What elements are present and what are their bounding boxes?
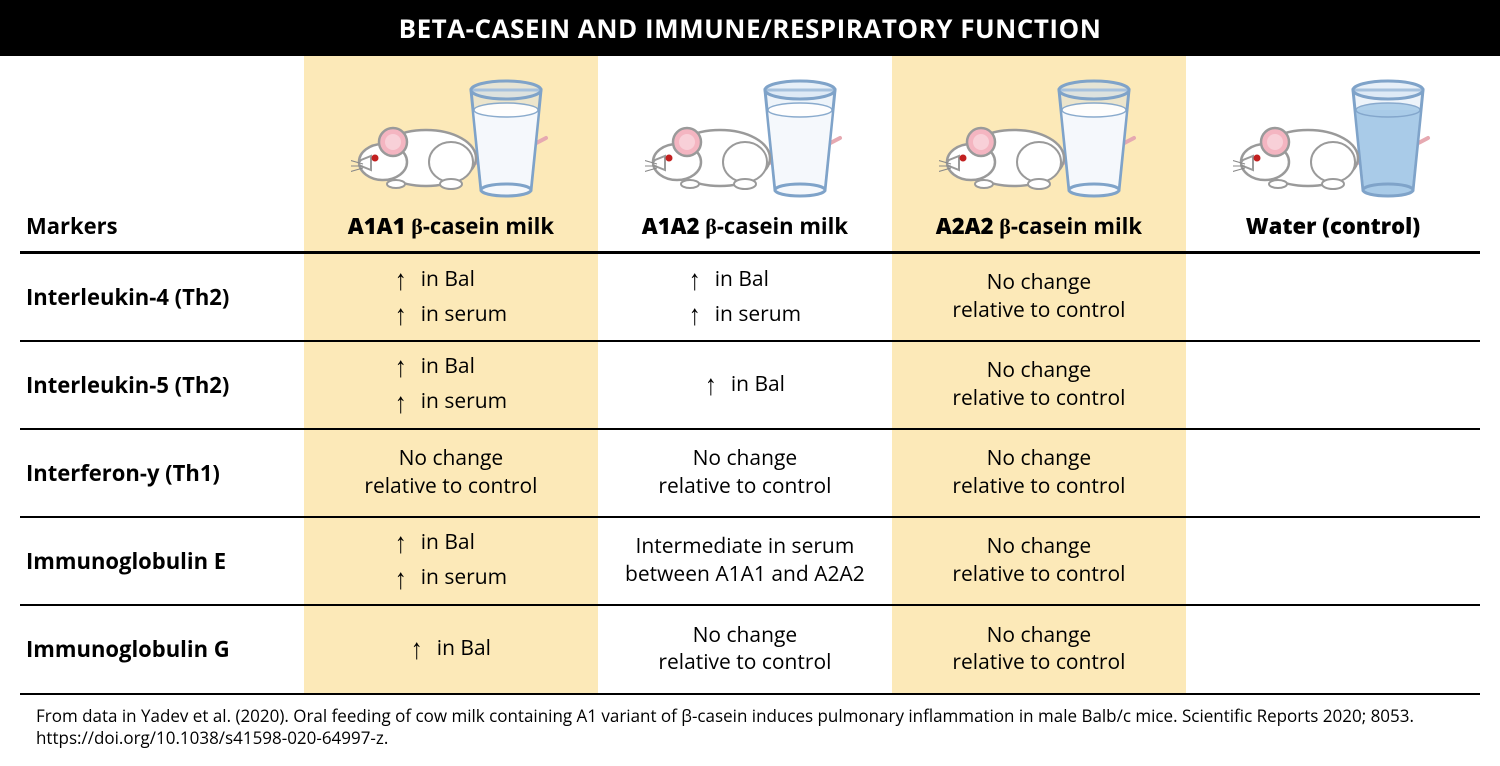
arrow-label: in serum [715,301,801,328]
group-image-a1a1 [304,56,598,211]
comparison-table: Markers A1A1 β-casein milk A1A2 β-casein… [20,56,1480,693]
cell-text-line: relative to control [892,561,1186,588]
group-header-a1a2: A1A2 β-casein milk [598,211,892,253]
data-cell [1186,253,1480,341]
data-cell: No changerelative to control [892,341,1186,429]
data-cell [1186,429,1480,517]
up-arrow-icon: ↑ [395,524,407,561]
up-arrow-icon: ↑ [395,383,407,420]
arrow-label: in Bal [421,353,475,380]
arrow-label: in serum [421,301,507,328]
group-image-a2a2 [892,56,1186,211]
up-arrow-icon: ↑ [705,366,717,403]
cell-text-line: No change [598,445,892,472]
up-arrow-icon: ↑ [395,348,407,385]
mouse-glass-icon [645,70,845,200]
table-row: Immunoglobulin G ↑ in Bal No changerelative… [20,605,1480,693]
cell-text-line: relative to control [598,649,892,676]
group-header-water: Water (control) [1186,211,1480,253]
data-cell: No changerelative to control [892,605,1186,693]
cell-text-line: No change [598,622,892,649]
data-cell: No changerelative to control [892,517,1186,605]
citation-text: From data in Yadev et al. (2020). Oral f… [20,693,1480,766]
arrow-label: in serum [421,388,507,415]
arrow-label: in Bal [715,266,769,293]
cell-text-line: relative to control [304,473,598,500]
data-cell: ↑ in Bal [598,341,892,429]
arrow-label: in serum [421,564,507,591]
cell-text-line: relative to control [892,649,1186,676]
mouse-glass-icon [351,70,551,200]
cell-text-line: No change [892,269,1186,296]
cell-text-line: No change [892,533,1186,560]
mouse-glass-icon [1233,70,1433,200]
group-header-a1a1: A1A1 β-casein milk [304,211,598,253]
cell-text-line: relative to control [892,297,1186,324]
marker-label: Interleukin-5 (Th2) [20,341,304,429]
data-cell: No changerelative to control [892,429,1186,517]
data-cell: Intermediate in serumbetween A1A1 and A2… [598,517,892,605]
cell-text-line: relative to control [598,473,892,500]
data-cell [1186,517,1480,605]
arrow-label: in Bal [437,635,491,662]
column-header-row: Markers A1A1 β-casein milk A1A2 β-casein… [20,211,1480,253]
marker-label: Interferon-y (Th1) [20,429,304,517]
cell-text-line: between A1A1 and A2A2 [598,561,892,588]
group-header-a2a2: A2A2 β-casein milk [892,211,1186,253]
data-cell: No changerelative to control [892,253,1186,341]
comparison-table-container: Markers A1A1 β-casein milk A1A2 β-casein… [0,56,1500,693]
data-cell: No changerelative to control [598,605,892,693]
group-image-a1a2 [598,56,892,211]
data-cell: No changerelative to control [304,429,598,517]
arrow-label: in Bal [421,266,475,293]
data-cell: ↑ in Bal ↑ in serum [598,253,892,341]
up-arrow-icon: ↑ [395,260,407,297]
table-row: Interleukin-5 (Th2) ↑ in Bal ↑ in serum ↑ in B… [20,341,1480,429]
cell-text-line: relative to control [892,473,1186,500]
arrow-label: in Bal [731,371,785,398]
mouse-glass-icon [939,70,1139,200]
table-body: Interleukin-4 (Th2) ↑ in Bal ↑ in serum ↑ in B… [20,253,1480,693]
up-arrow-icon: ↑ [689,260,701,297]
marker-label: Immunoglobulin E [20,517,304,605]
cell-text-line: No change [892,357,1186,384]
markers-column-header: Markers [20,211,304,253]
marker-label: Immunoglobulin G [20,605,304,693]
table-row: Immunoglobulin E ↑ in Bal ↑ in serum Intermed… [20,517,1480,605]
table-row: Interleukin-4 (Th2) ↑ in Bal ↑ in serum ↑ in B… [20,253,1480,341]
data-cell [1186,341,1480,429]
data-cell: ↑ in Bal ↑ in serum [304,253,598,341]
data-cell: ↑ in Bal ↑ in serum [304,341,598,429]
up-arrow-icon: ↑ [411,630,423,667]
cell-text-line: No change [892,622,1186,649]
table-row: Interferon-y (Th1)No changerelative to c… [20,429,1480,517]
cell-text-line: relative to control [892,385,1186,412]
up-arrow-icon: ↑ [395,296,407,333]
data-cell: ↑ in Bal ↑ in serum [304,517,598,605]
data-cell: No changerelative to control [598,429,892,517]
data-cell: ↑ in Bal [304,605,598,693]
cell-text-line: No change [892,445,1186,472]
arrow-label: in Bal [421,529,475,556]
group-image-water [1186,56,1480,211]
up-arrow-icon: ↑ [395,559,407,596]
page-title: BETA-CASEIN AND IMMUNE/RESPIRATORY FUNCT… [0,0,1500,56]
image-header-row [20,56,1480,211]
cell-text-line: Intermediate in serum [598,533,892,560]
marker-label: Interleukin-4 (Th2) [20,253,304,341]
up-arrow-icon: ↑ [689,296,701,333]
data-cell [1186,605,1480,693]
cell-text-line: No change [304,445,598,472]
